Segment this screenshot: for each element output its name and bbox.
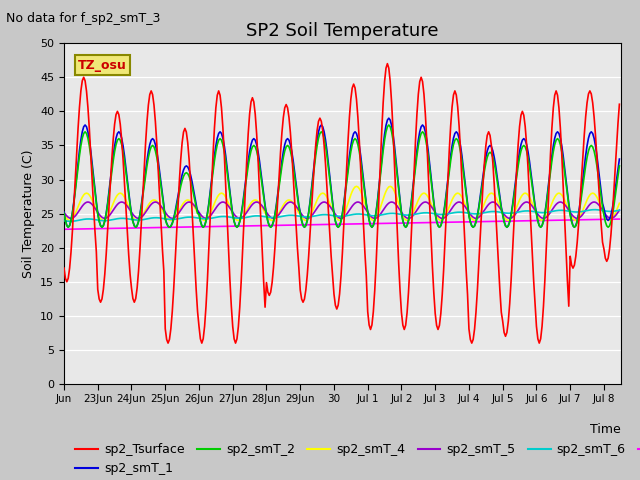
sp2_smT_1 <box>385 115 392 121</box>
Legend: sp2_Tsurface, sp2_smT_1, sp2_smT_2, sp2_smT_4, sp2_smT_5, sp2_smT_6, sp2_smT_7: sp2_Tsurface, sp2_smT_1, sp2_smT_2, sp2_… <box>70 438 640 480</box>
sp2_Tsurface <box>250 99 258 105</box>
sp2_smT_6 <box>590 207 598 213</box>
sp2_smT_6 <box>250 213 258 219</box>
Line: sp2_smT_1: sp2_smT_1 <box>64 118 620 227</box>
sp2_smT_6 <box>605 208 613 214</box>
sp2_smT_5 <box>60 209 68 215</box>
sp2_smT_5 <box>252 199 259 205</box>
sp2_smT_4 <box>616 200 623 206</box>
sp2_Tsurface <box>383 61 391 67</box>
Line: sp2_Tsurface: sp2_Tsurface <box>64 64 620 343</box>
sp2_smT_6 <box>264 214 272 220</box>
sp2_smT_2 <box>385 122 392 128</box>
sp2_smT_6 <box>616 207 623 213</box>
sp2_smT_7 <box>97 226 104 231</box>
Title: SP2 Soil Temperature: SP2 Soil Temperature <box>246 22 438 40</box>
sp2_smT_1 <box>264 218 272 224</box>
sp2_smT_5 <box>605 215 613 221</box>
sp2_smT_1 <box>536 223 543 228</box>
sp2_smT_4 <box>353 183 360 189</box>
sp2_smT_6 <box>534 209 541 215</box>
sp2_smT_7 <box>461 219 468 225</box>
sp2_smT_2 <box>98 224 106 230</box>
sp2_smT_1 <box>616 156 623 162</box>
sp2_smT_1 <box>65 224 72 230</box>
sp2_smT_4 <box>60 211 68 216</box>
sp2_smT_7 <box>616 216 623 222</box>
sp2_smT_4 <box>98 217 106 223</box>
sp2_smT_5 <box>616 207 623 213</box>
sp2_smT_6 <box>67 218 75 224</box>
sp2_smT_4 <box>464 207 472 213</box>
sp2_smT_4 <box>66 217 74 223</box>
sp2_smT_2 <box>536 223 543 228</box>
sp2_smT_7 <box>60 227 68 232</box>
sp2_smT_5 <box>100 215 108 221</box>
sp2_smT_1 <box>250 136 258 142</box>
Text: Time: Time <box>590 423 621 436</box>
sp2_smT_4 <box>536 216 543 221</box>
sp2_Tsurface <box>464 292 472 298</box>
sp2_smT_2 <box>616 163 623 169</box>
sp2_smT_4 <box>605 217 613 223</box>
sp2_smT_5 <box>464 207 472 213</box>
Line: sp2_smT_6: sp2_smT_6 <box>64 210 620 221</box>
sp2_smT_4 <box>264 215 272 220</box>
Text: TZ_osu: TZ_osu <box>78 59 127 72</box>
sp2_smT_1 <box>98 224 106 230</box>
Line: sp2_smT_4: sp2_smT_4 <box>64 186 620 220</box>
sp2_Tsurface <box>60 265 68 271</box>
sp2_smT_2 <box>250 143 258 148</box>
sp2_smT_1 <box>605 216 613 222</box>
sp2_smT_2 <box>605 223 613 228</box>
Line: sp2_smT_5: sp2_smT_5 <box>64 202 620 218</box>
sp2_smT_7 <box>603 216 611 222</box>
sp2_smT_5 <box>266 213 273 219</box>
sp2_smT_2 <box>464 202 472 208</box>
sp2_smT_2 <box>65 224 72 230</box>
sp2_smT_6 <box>462 210 470 216</box>
sp2_smT_7 <box>248 223 256 228</box>
sp2_smT_5 <box>536 213 543 219</box>
sp2_smT_4 <box>250 197 258 203</box>
sp2_Tsurface <box>616 101 623 107</box>
sp2_smT_6 <box>98 218 106 224</box>
sp2_smT_1 <box>464 201 472 206</box>
sp2_smT_6 <box>60 218 68 224</box>
Y-axis label: Soil Temperature (C): Soil Temperature (C) <box>22 149 35 278</box>
sp2_Tsurface <box>97 300 104 305</box>
Line: sp2_smT_2: sp2_smT_2 <box>64 125 620 227</box>
sp2_smT_7 <box>262 223 270 228</box>
sp2_Tsurface <box>264 289 272 295</box>
sp2_smT_5 <box>84 199 92 205</box>
sp2_smT_1 <box>60 209 68 215</box>
Line: sp2_smT_7: sp2_smT_7 <box>64 219 620 229</box>
sp2_smT_7 <box>532 218 540 224</box>
sp2_Tsurface <box>605 246 613 252</box>
sp2_Tsurface <box>164 340 172 346</box>
sp2_smT_2 <box>264 219 272 225</box>
sp2_Tsurface <box>536 340 543 346</box>
Text: No data for f_sp2_smT_3: No data for f_sp2_smT_3 <box>6 12 161 25</box>
sp2_smT_2 <box>60 210 68 216</box>
sp2_smT_5 <box>67 216 75 221</box>
